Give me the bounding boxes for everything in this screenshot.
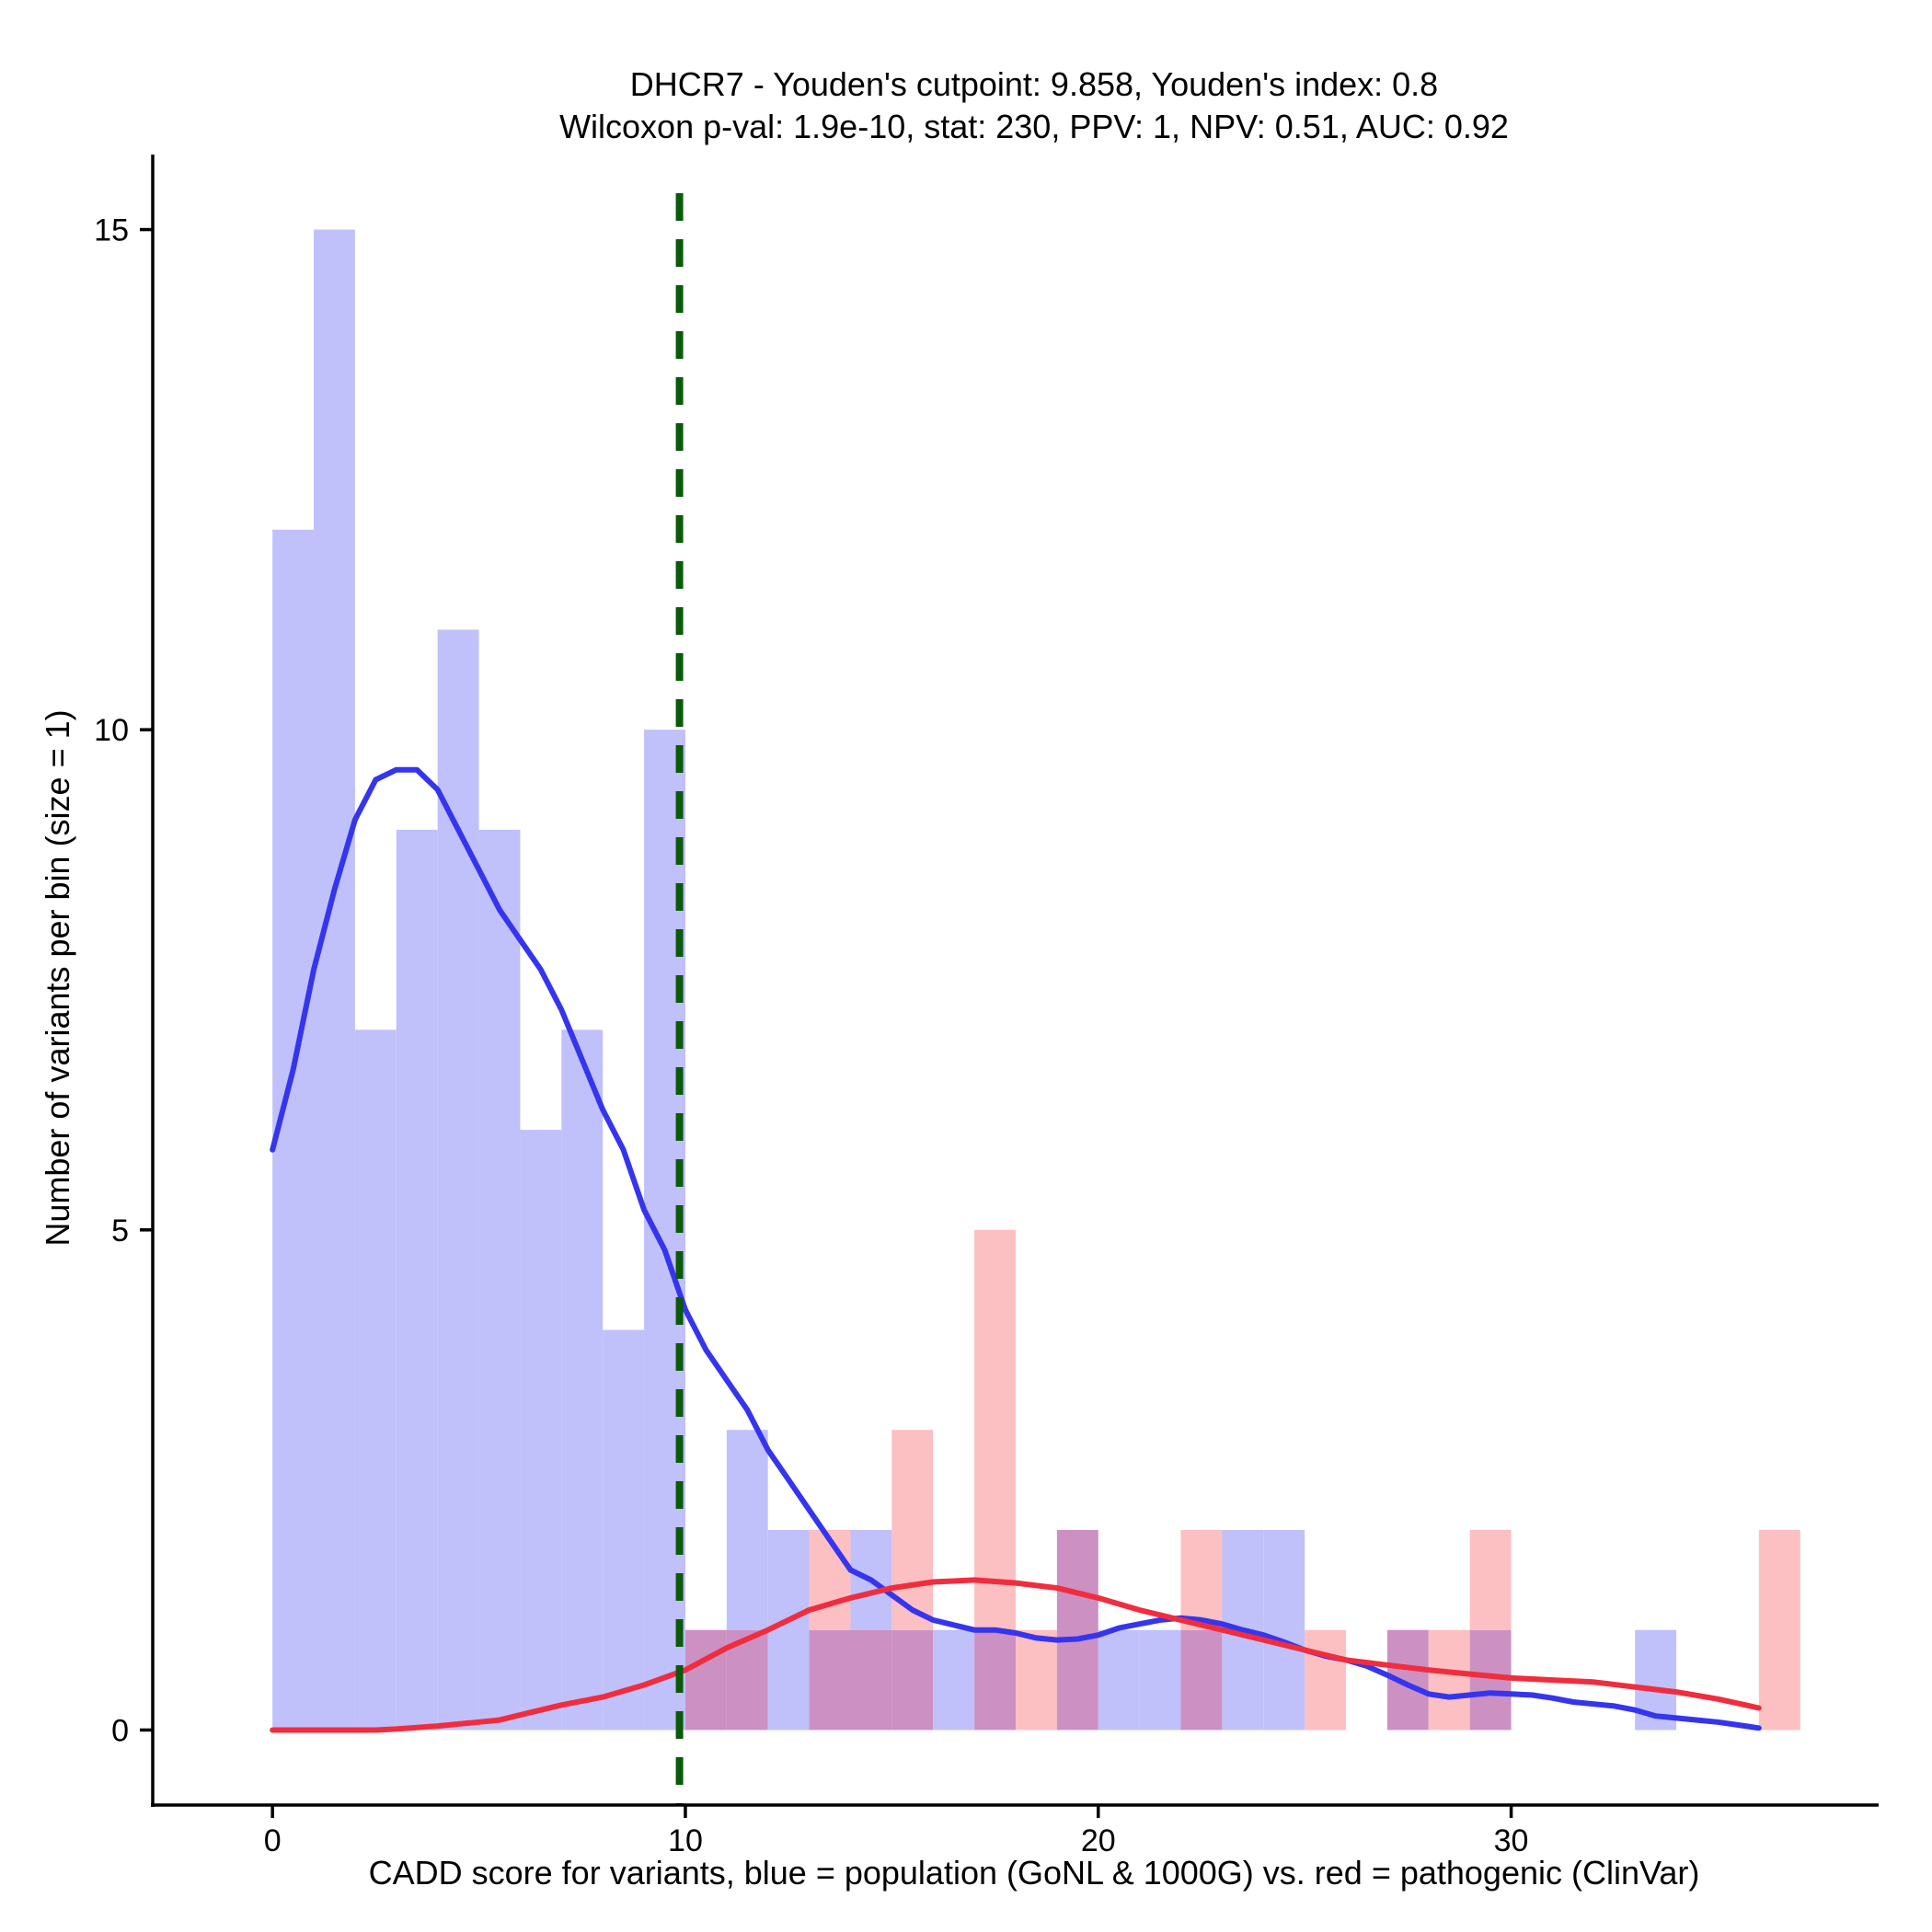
x-tick-label: 30 [1494, 1823, 1529, 1858]
pathogenic-bar [974, 1229, 1016, 1630]
y-tick-label: 5 [111, 1213, 129, 1248]
overlap-bar [891, 1629, 934, 1731]
overlap-bar [809, 1629, 851, 1731]
population-bar [396, 829, 438, 1731]
population-bar [726, 1430, 768, 1630]
population-bar [1139, 1629, 1181, 1731]
population-bar [354, 1029, 397, 1731]
y-tick-label: 0 [111, 1713, 129, 1748]
population-bar [767, 1530, 810, 1731]
y-tick-label: 15 [94, 213, 129, 248]
overlap-bar [1056, 1530, 1098, 1731]
chart-title: DHCR7 - Youden's cutpoint: 9.858, Youden… [630, 65, 1438, 103]
x-axis-label: CADD score for variants, blue = populati… [369, 1854, 1700, 1892]
density-curves [270, 766, 1762, 1733]
pathogenic-bar [1428, 1629, 1470, 1731]
pathogenic-bar [1758, 1530, 1800, 1731]
axis-ticks: 0 10 20 30 0 5 10 15 [94, 213, 1528, 1858]
overlap-bar [974, 1629, 1016, 1731]
pathogenic-bar [1180, 1530, 1223, 1630]
population-bar [437, 629, 479, 1731]
x-tick-label: 20 [1081, 1823, 1116, 1858]
pathogenic-bar [1305, 1629, 1347, 1731]
population-bar [520, 1130, 562, 1731]
population-bar [561, 1029, 604, 1731]
pathogenic-bar [809, 1530, 851, 1630]
y-tick-label: 10 [94, 713, 129, 748]
population-bar [1098, 1629, 1140, 1731]
population-bar [1263, 1530, 1305, 1731]
x-tick-label: 10 [668, 1823, 703, 1858]
chart-subtitle: Wilcoxon p-val: 1.9e-10, stat: 230, PPV:… [559, 108, 1509, 145]
pathogenic-bar [1016, 1629, 1057, 1731]
population-density-line [270, 766, 1762, 1731]
pathogenic-bar [1469, 1530, 1512, 1630]
population-bar [603, 1329, 645, 1731]
overlap-bar [684, 1629, 727, 1731]
overlap-bar [1180, 1629, 1223, 1731]
y-axis-label: Number of variants per bin (size = 1) [39, 709, 76, 1246]
overlap-bar [850, 1629, 892, 1731]
population-bar [933, 1629, 975, 1731]
population-bar [478, 829, 521, 1731]
x-tick-label: 0 [264, 1823, 282, 1858]
population-bar [314, 229, 355, 1731]
pathogenic-density-line [270, 1577, 1762, 1733]
axes [151, 155, 1879, 1807]
histogram-bars [272, 229, 1800, 1731]
